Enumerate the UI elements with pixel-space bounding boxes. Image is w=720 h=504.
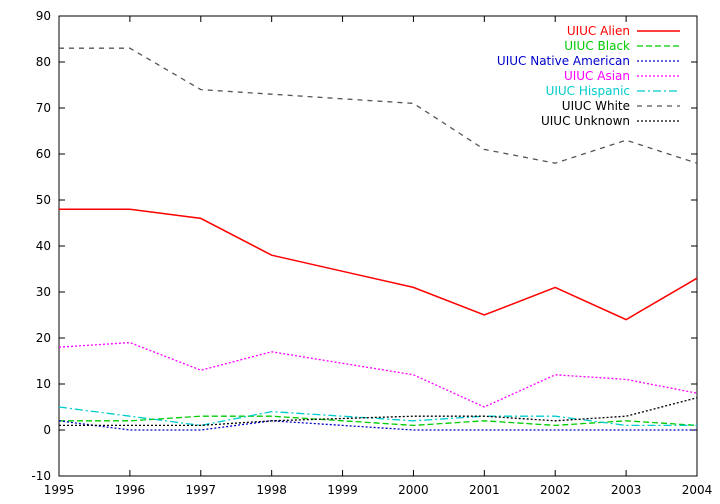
y-tick-label: 30 (36, 285, 51, 299)
y-tick-label: 10 (36, 377, 51, 391)
legend-label: UIUC White (562, 99, 630, 113)
x-tick-label: 1995 (44, 483, 75, 497)
x-tick-label: 2000 (398, 483, 429, 497)
x-tick-label: 1996 (115, 483, 146, 497)
y-tick-label: 40 (36, 239, 51, 253)
x-tick-label: 2003 (611, 483, 642, 497)
legend-label: UIUC Asian (564, 69, 630, 83)
x-axis: 1995 1996 1997 1998 1999 2000 2001 2002 2003 2004 (44, 16, 713, 497)
series-line-uiuc-unknown (59, 397, 697, 427)
x-tick-label: 2001 (469, 483, 500, 497)
y-tick-label: 80 (36, 55, 51, 69)
legend-label: UIUC Hispanic (546, 84, 630, 98)
y-tick-label: 70 (36, 101, 51, 115)
x-tick-label: 2004 (682, 483, 713, 497)
legend-label: UIUC Alien (567, 24, 630, 38)
x-tick-label: 1998 (256, 483, 287, 497)
series-lines (59, 47, 697, 431)
y-tick-label: 50 (36, 193, 51, 207)
legend-label: UIUC Unknown (541, 114, 630, 128)
series-line-uiuc-white (59, 47, 697, 164)
x-tick-label: 1997 (186, 483, 217, 497)
series-line-uiuc-native-american (59, 420, 697, 431)
y-tick-label: 20 (36, 331, 51, 345)
y-tick-label: 0 (43, 423, 51, 437)
x-tick-label: 2002 (540, 483, 571, 497)
series-line-uiuc-alien (59, 208, 697, 321)
legend-label: UIUC Native American (497, 54, 630, 68)
series-line-uiuc-hispanic (59, 406, 697, 427)
series-line-uiuc-asian (59, 341, 697, 408)
y-axis: -10 0 10 20 30 40 50 60 70 80 90 (31, 9, 697, 483)
y-tick-label: 90 (36, 9, 51, 23)
y-tick-label: 60 (36, 147, 51, 161)
series-line-uiuc-black (59, 415, 697, 427)
y-tick-label: -10 (31, 469, 51, 483)
x-tick-label: 1999 (327, 483, 358, 497)
legend-label: UIUC Black (564, 39, 630, 53)
